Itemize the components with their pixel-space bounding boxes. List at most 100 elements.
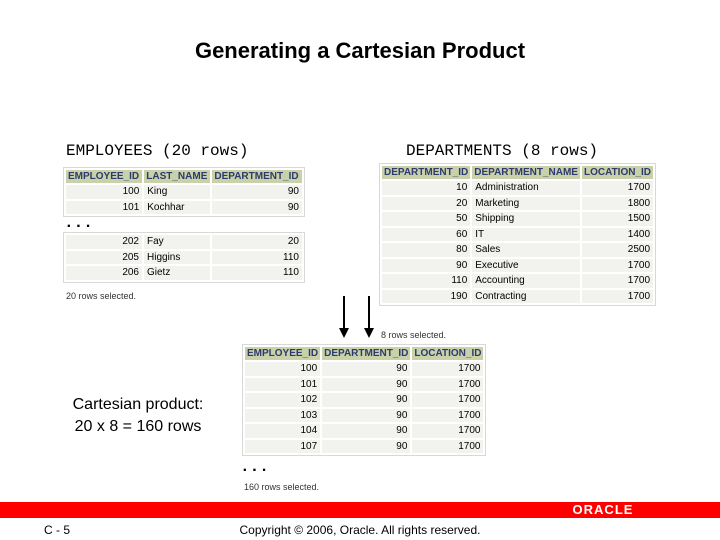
arrow-down-icon [339, 328, 349, 338]
table-cell: 90 [322, 393, 411, 407]
table-cell: 102 [245, 393, 321, 407]
table-cell: 206 [66, 266, 142, 280]
departments-caption: DEPARTMENTS (8 rows) [406, 142, 599, 160]
table-row: 107 90 1700 [245, 439, 484, 453]
table-row: 103 90 1700 [245, 408, 484, 422]
table-cell: 1700 [581, 274, 654, 288]
slide-title: Generating a Cartesian Product [194, 38, 526, 63]
table-row: 100 King 90 [66, 185, 302, 199]
table-cell: 90 [322, 362, 411, 376]
table-cell: 110 [382, 274, 471, 288]
cartesian-label: Cartesian product: 20 x 8 = 160 rows [48, 394, 228, 438]
table-cell: 1700 [412, 408, 484, 422]
table-cell: 1700 [581, 181, 654, 195]
footer-bar [0, 502, 720, 518]
table-row: 20 Marketing 1800 [382, 196, 654, 210]
departments-table: DEPARTMENT_ID DEPARTMENT_NAME LOCATION_I… [380, 164, 656, 305]
table-cell: Higgins [144, 250, 210, 264]
oracle-logo: ORACLE [572, 502, 634, 517]
column-header: LOCATION_ID [581, 166, 654, 179]
table-cell: 205 [66, 250, 142, 264]
cartesian-footer: 160 rows selected. [244, 482, 320, 492]
table-cell: 110 [212, 250, 302, 264]
cartesian-ellipsis: ... [240, 458, 269, 476]
table-cell: 20 [382, 196, 471, 210]
employees-table-bottom: 202 Fay 20 205 Higgins 110 206 Gietz 110 [64, 233, 304, 282]
table-cell: Executive [472, 258, 580, 272]
table-row: 205 Higgins 110 [66, 250, 302, 264]
table-cell: Contracting [472, 289, 580, 303]
table-cell: 1500 [581, 212, 654, 226]
table-row: 50 Shipping 1500 [382, 212, 654, 226]
table-row: 202 Fay 20 [66, 235, 302, 249]
table-row: 10 Administration 1700 [382, 181, 654, 195]
table-cell: 202 [66, 235, 142, 249]
table-cell: 1700 [412, 362, 484, 376]
table-cell: 1400 [581, 227, 654, 241]
table-cell: Sales [472, 243, 580, 257]
table-cell: Fay [144, 235, 210, 249]
employees-footer: 20 rows selected. [66, 291, 137, 301]
table-cell: Kochhar [144, 200, 211, 214]
table-cell: 2500 [581, 243, 654, 257]
table-cell: King [144, 185, 211, 199]
table-cell: 110 [212, 266, 302, 280]
table-cell: 190 [382, 289, 471, 303]
table-cell: 90 [322, 377, 411, 391]
arrow-down-icon [364, 328, 374, 338]
table-row: 206 Gietz 110 [66, 266, 302, 280]
table-cell: 1700 [412, 393, 484, 407]
arrow-right-line [368, 296, 370, 328]
arrow-left-line [343, 296, 345, 328]
copyright-text: Copyright © 2006, Oracle. All rights res… [239, 523, 481, 537]
table-row: 90 Executive 1700 [382, 258, 654, 272]
table-row: 100 90 1700 [245, 362, 484, 376]
table-cell: 1700 [412, 439, 484, 453]
table-cell: 1700 [581, 258, 654, 272]
table-cell: IT [472, 227, 580, 241]
column-header: DEPARTMENT_ID [322, 347, 411, 360]
column-header: DEPARTMENT_ID [212, 170, 302, 183]
table-row: 101 Kochhar 90 [66, 200, 302, 214]
table-cell: 90 [212, 200, 302, 214]
employees-table-top: EMPLOYEE_ID LAST_NAME DEPARTMENT_ID 100 … [64, 168, 304, 216]
table-cell: 1700 [412, 424, 484, 438]
table-cell: 107 [245, 439, 321, 453]
table-cell: 10 [382, 181, 471, 195]
table-cell: 1700 [412, 377, 484, 391]
table-cell: 100 [66, 185, 143, 199]
table-cell: Accounting [472, 274, 580, 288]
table-cell: Shipping [472, 212, 580, 226]
table-row: 101 90 1700 [245, 377, 484, 391]
table-cell: Marketing [472, 196, 580, 210]
table-row: 110 Accounting 1700 [382, 274, 654, 288]
column-header: EMPLOYEE_ID [245, 347, 321, 360]
table-cell: 101 [66, 200, 143, 214]
table-row: 104 90 1700 [245, 424, 484, 438]
table-cell: 90 [382, 258, 471, 272]
table-row: 60 IT 1400 [382, 227, 654, 241]
table-cell: 100 [245, 362, 321, 376]
table-cell: 1800 [581, 196, 654, 210]
table-cell: 50 [382, 212, 471, 226]
slide-number: C - 5 [44, 523, 71, 537]
employees-caption: EMPLOYEES (20 rows) [66, 142, 249, 160]
table-cell: 90 [212, 185, 302, 199]
column-header: LOCATION_ID [412, 347, 484, 360]
table-cell: 90 [322, 439, 411, 453]
table-cell: 20 [212, 235, 302, 249]
table-cell: 103 [245, 408, 321, 422]
table-cell: 90 [322, 408, 411, 422]
cartesian-label-line1: Cartesian product: [72, 396, 204, 413]
departments-footer: 8 rows selected. [381, 330, 447, 340]
table-row: 80 Sales 2500 [382, 243, 654, 257]
column-header: EMPLOYEE_ID [66, 170, 143, 183]
table-cell: Gietz [144, 266, 210, 280]
table-row: 102 90 1700 [245, 393, 484, 407]
cartesian-label-line2: 20 x 8 = 160 rows [74, 418, 202, 435]
table-cell: 80 [382, 243, 471, 257]
cartesian-table: EMPLOYEE_ID DEPARTMENT_ID LOCATION_ID 10… [243, 345, 486, 455]
table-cell: 101 [245, 377, 321, 391]
table-cell: 60 [382, 227, 471, 241]
table-row: 190 Contracting 1700 [382, 289, 654, 303]
